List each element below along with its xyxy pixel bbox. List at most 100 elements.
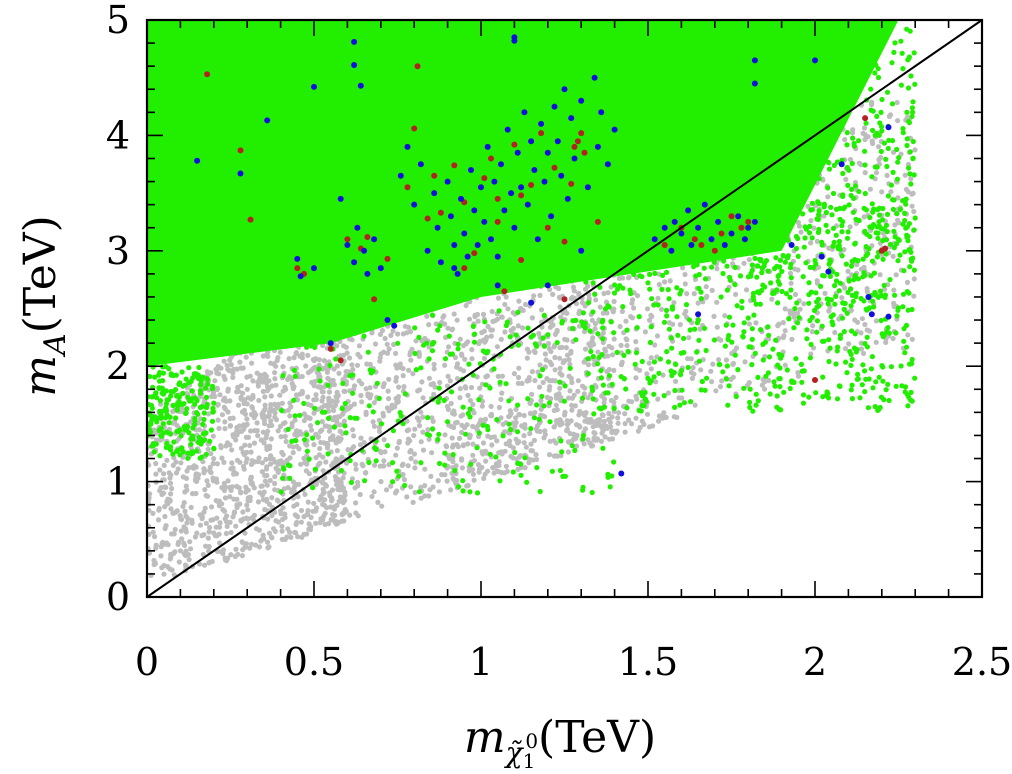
series-green-point: [426, 432, 433, 438]
series-green-point: [310, 485, 316, 491]
series-blue-point: [511, 37, 518, 44]
series-all-points-point: [163, 523, 169, 529]
series-all-points-point: [882, 286, 888, 292]
series-all-points-point: [552, 354, 558, 361]
series-all-points-point: [273, 466, 280, 472]
series-all-points-point: [682, 281, 688, 287]
series-all-points-point: [266, 378, 272, 384]
series-all-points-point: [245, 516, 251, 522]
series-all-points-point: [342, 489, 348, 495]
series-green-point: [749, 267, 755, 273]
series-green-point: [201, 410, 207, 416]
series-all-points-point: [242, 411, 248, 417]
series-all-points-point: [475, 462, 482, 468]
series-all-points-point: [436, 489, 442, 495]
series-green-point: [666, 296, 672, 302]
series-all-points-point: [791, 314, 797, 320]
series-green-point: [189, 396, 195, 402]
axis-ticks: [146, 19, 983, 598]
series-green-point: [745, 315, 751, 321]
series-green-point: [442, 450, 448, 456]
series-green-point: [306, 456, 312, 462]
x-tick-label: 1: [469, 640, 493, 684]
series-green-point: [875, 74, 882, 81]
series-all-points-point: [510, 325, 516, 332]
series-blue-point: [351, 259, 358, 266]
series-green-point: [636, 408, 642, 414]
series-green-point: [352, 415, 358, 421]
series-all-points-point: [185, 552, 191, 558]
series-all-points-point: [282, 420, 288, 426]
series-all-points-point: [795, 219, 802, 226]
series-red-point: [568, 180, 575, 187]
series-green-point: [862, 190, 868, 197]
series-all-points-point: [256, 527, 262, 533]
series-blue-point: [417, 161, 424, 168]
series-green-point: [600, 445, 606, 451]
series-all-points-point: [847, 224, 853, 230]
series-green-point: [849, 396, 856, 402]
series-green-point: [430, 426, 436, 432]
series-red-point: [511, 141, 518, 148]
series-all-points-point: [315, 384, 321, 390]
series-green-point: [512, 449, 518, 456]
series-green-point: [879, 128, 885, 134]
series-blue-point: [551, 103, 558, 110]
series-green-point: [148, 421, 154, 427]
series-green-point: [753, 301, 759, 307]
series-all-points-point: [227, 398, 233, 404]
series-all-points-point: [691, 291, 697, 297]
series-all-points-point: [665, 390, 672, 396]
series-blue-point: [695, 311, 702, 318]
series-all-points-point: [293, 530, 299, 536]
series-green-point: [816, 176, 822, 182]
series-green-point: [367, 367, 373, 373]
series-blue-point: [447, 213, 454, 220]
y-axis-label-subscript: A: [38, 333, 73, 358]
series-green-point: [370, 409, 376, 415]
series-all-points-point: [557, 345, 563, 351]
series-green-point: [834, 271, 840, 277]
series-all-points-point: [268, 402, 274, 408]
series-blue: [194, 34, 892, 477]
series-all-points-point: [528, 441, 534, 447]
series-all-points-point: [431, 361, 437, 367]
series-green-point: [840, 193, 846, 199]
series-all-points-point: [264, 388, 270, 394]
series-all-points-point: [165, 501, 171, 507]
series-all-points-point: [322, 510, 328, 516]
series-green-point: [909, 105, 916, 111]
series-green-point: [765, 324, 771, 330]
series-green-point: [886, 137, 892, 143]
series-green-point: [673, 361, 679, 367]
series-blue-point: [371, 236, 378, 243]
series-green-point: [412, 350, 418, 357]
series-blue-point: [454, 270, 461, 277]
series-all-points-point: [412, 489, 418, 496]
series-all-points-point: [597, 304, 603, 310]
series-green-point: [732, 352, 738, 358]
series-green-point: [561, 398, 568, 404]
series-all-points-point: [780, 320, 786, 326]
series-green-point: [871, 270, 878, 276]
series-all-points-point: [860, 130, 866, 136]
series-green-point: [467, 489, 473, 495]
series-all-points-point: [327, 493, 333, 499]
series-green-point: [884, 229, 890, 235]
series-green-point: [580, 436, 586, 442]
series-all-points-point: [859, 316, 866, 322]
series-all-points-point: [384, 405, 390, 411]
series-green-point: [647, 286, 653, 292]
series-green-point: [151, 449, 157, 455]
series-all-points-point: [317, 520, 323, 526]
series-green-point: [845, 182, 851, 188]
series-green-point: [347, 415, 353, 421]
series-green-point: [823, 222, 829, 228]
series-all-points-point: [516, 365, 522, 371]
series-all-points-point: [262, 402, 268, 408]
series-all-points-point: [633, 375, 639, 381]
series-all-points-point: [150, 529, 156, 535]
series-all-points-point: [470, 401, 476, 408]
series-green-point: [312, 466, 318, 472]
series-green-point: [194, 448, 200, 454]
